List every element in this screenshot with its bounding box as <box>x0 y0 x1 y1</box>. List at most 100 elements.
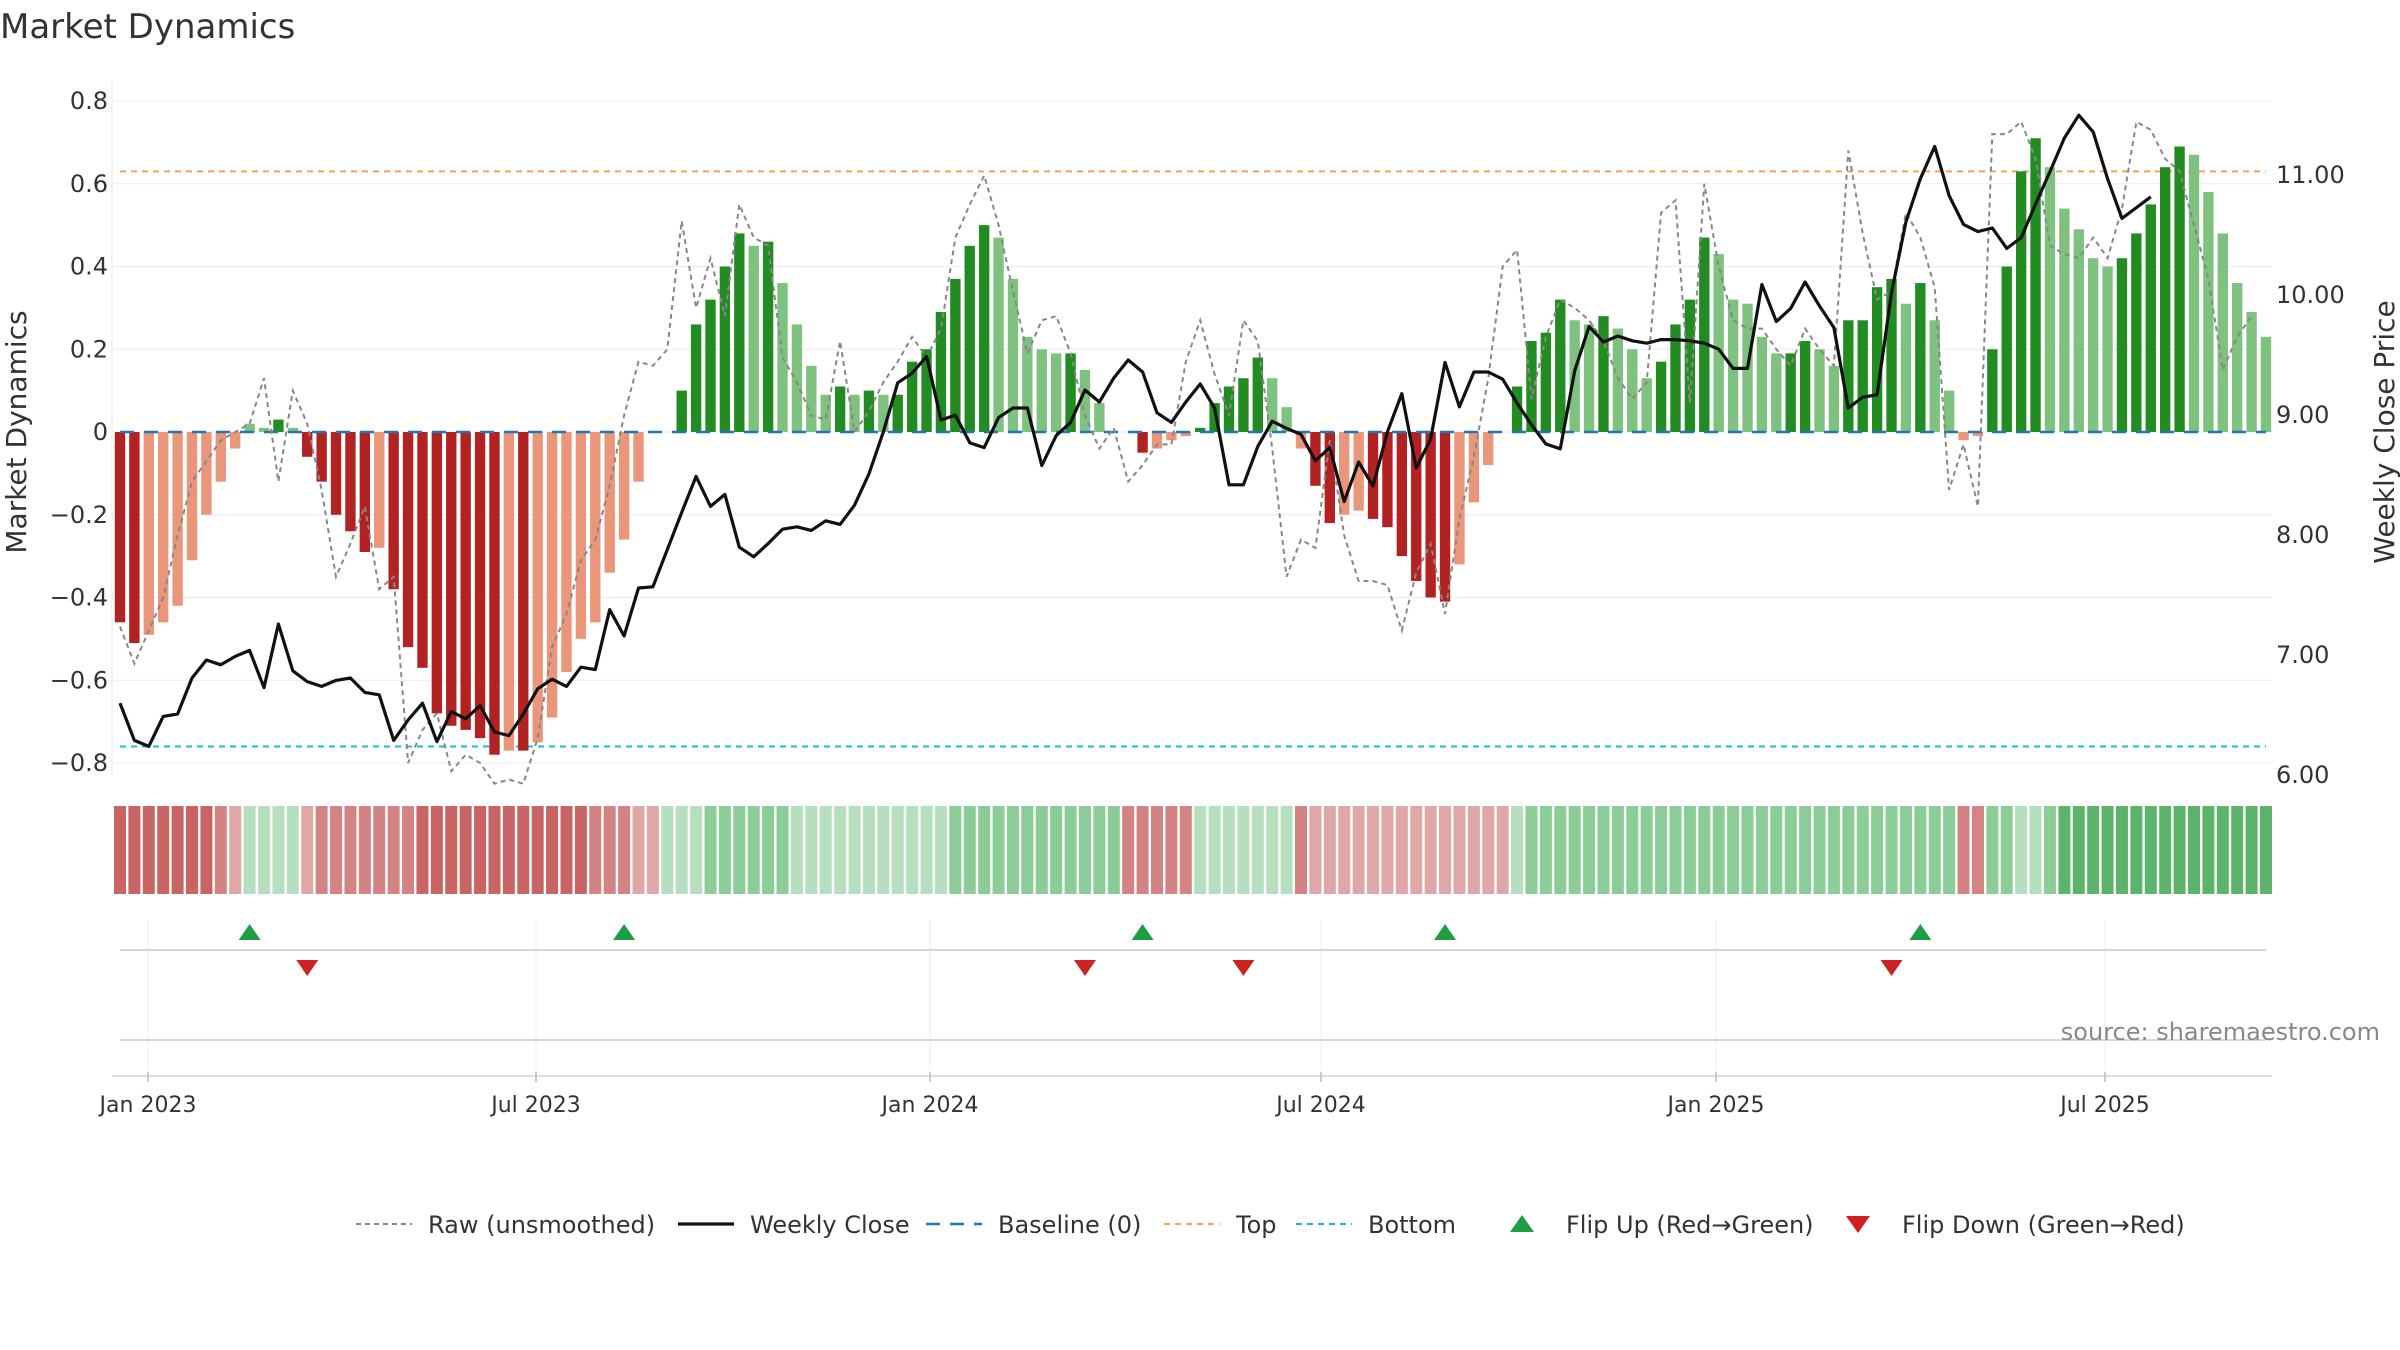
regime-cell <box>1842 806 1855 894</box>
flip-down-marker <box>1880 960 1903 976</box>
regime-cell <box>618 806 631 894</box>
dynamics-bar <box>921 349 932 432</box>
regime-cell <box>1395 806 1408 894</box>
regime-strip <box>113 806 2273 894</box>
regime-cell <box>387 806 400 894</box>
dynamics-bar <box>1180 432 1191 437</box>
regime-cell <box>1871 806 1884 894</box>
dynamics-bar <box>1324 432 1336 524</box>
regime-cell <box>1309 806 1322 894</box>
right-tick-label: 7.00 <box>2276 641 2329 669</box>
flip-down-marker <box>296 960 319 976</box>
regime-cell <box>531 806 544 894</box>
regime-cell <box>690 806 703 894</box>
dynamics-bar <box>1670 324 1681 432</box>
dynamics-bar <box>1900 303 1912 432</box>
date-tick-label: Jul 2025 <box>2058 1093 2150 1118</box>
regime-cell <box>1583 806 1596 894</box>
regime-cell <box>790 806 803 894</box>
regime-cell <box>330 806 343 894</box>
dynamics-bar <box>302 432 313 457</box>
regime-cell <box>2015 806 2028 894</box>
dynamics-bar <box>402 432 414 648</box>
regime-cell <box>128 806 141 894</box>
dynamics-bar <box>1094 403 1105 432</box>
regime-cell <box>1223 806 1236 894</box>
dynamics-bar <box>1699 237 1710 432</box>
dynamics-bar <box>633 432 644 482</box>
dynamics-bar <box>1022 336 1033 432</box>
regime-cell <box>1367 806 1380 894</box>
regime-cell <box>1410 806 1423 894</box>
source-note: source: sharemaestro.com <box>2061 1018 2380 1046</box>
regime-cell <box>200 806 213 894</box>
dynamics-bar <box>2260 336 2272 432</box>
regime-cell <box>1280 806 1293 894</box>
regime-cell <box>1251 806 1264 894</box>
dynamics-bar <box>1799 340 1811 432</box>
regime-cell <box>1712 806 1725 894</box>
legend-label: Raw (unsmoothed) <box>428 1211 655 1239</box>
regime-cell <box>1813 806 1826 894</box>
dynamics-bar <box>1454 432 1465 565</box>
regime-cell <box>1741 806 1754 894</box>
dynamics-bar <box>575 432 587 639</box>
regime-cell <box>1338 806 1351 894</box>
regime-cell <box>1943 806 1956 894</box>
regime-cell <box>1352 806 1365 894</box>
dynamics-bar <box>1943 390 1955 432</box>
dynamics-bar <box>1267 378 1278 432</box>
dynamics-bar <box>590 432 601 623</box>
regime-cell <box>373 806 386 894</box>
right-tick-label: 10.00 <box>2276 281 2345 309</box>
dynamics-bar <box>2102 266 2113 432</box>
right-tick-label: 8.00 <box>2276 521 2329 549</box>
regime-cell <box>1150 806 1163 894</box>
regime-cell <box>171 806 184 894</box>
dynamics-bar <box>215 432 227 482</box>
dynamics-bar <box>2059 208 2070 432</box>
dynamics-bar <box>489 432 500 755</box>
regime-cell <box>704 806 717 894</box>
dynamics-bar <box>1814 349 1825 432</box>
left-tick-label: 0.4 <box>70 253 108 281</box>
dynamics-bar <box>244 423 255 432</box>
dynamics-bar <box>1050 353 1062 432</box>
regime-cell <box>862 806 875 894</box>
regime-cell <box>1640 806 1653 894</box>
dynamics-bar <box>2246 312 2257 432</box>
dynamics-bar <box>287 427 299 432</box>
left-tick-label: −0.6 <box>50 666 108 694</box>
regime-cell <box>2216 806 2229 894</box>
dynamics-bar <box>1627 349 1638 432</box>
regime-cell <box>1136 806 1149 894</box>
left-tick-label: −0.8 <box>50 749 108 777</box>
dynamics-bar <box>806 365 817 432</box>
dynamics-bar <box>1511 386 1523 432</box>
regime-cell <box>1655 806 1668 894</box>
regime-cell <box>1770 806 1783 894</box>
regime-cell <box>113 806 127 894</box>
dynamics-bar <box>2174 146 2185 432</box>
dynamics-bar <box>1468 432 1480 503</box>
regime-cell <box>2202 806 2215 894</box>
date-tick-label: Jul 2023 <box>489 1093 581 1118</box>
dynamics-bar <box>1771 353 1782 432</box>
regime-cell <box>186 806 199 894</box>
regime-cell <box>646 806 659 894</box>
dynamics-bar <box>1065 353 1076 432</box>
regime-cell <box>2087 806 2100 894</box>
regime-cell <box>1827 806 1840 894</box>
dynamics-bar <box>2001 266 2012 432</box>
regime-cell <box>517 806 530 894</box>
dynamics-bar <box>1857 320 1868 432</box>
dynamics-bar <box>1598 316 1609 432</box>
regime-cell <box>2101 806 2114 894</box>
date-tick-label: Jan 2023 <box>98 1093 197 1118</box>
dynamics-bar <box>1612 328 1624 432</box>
regime-cell <box>978 806 991 894</box>
dynamics-bar <box>1238 378 1249 432</box>
regime-cell <box>632 806 645 894</box>
dynamics-bar <box>1137 432 1148 453</box>
